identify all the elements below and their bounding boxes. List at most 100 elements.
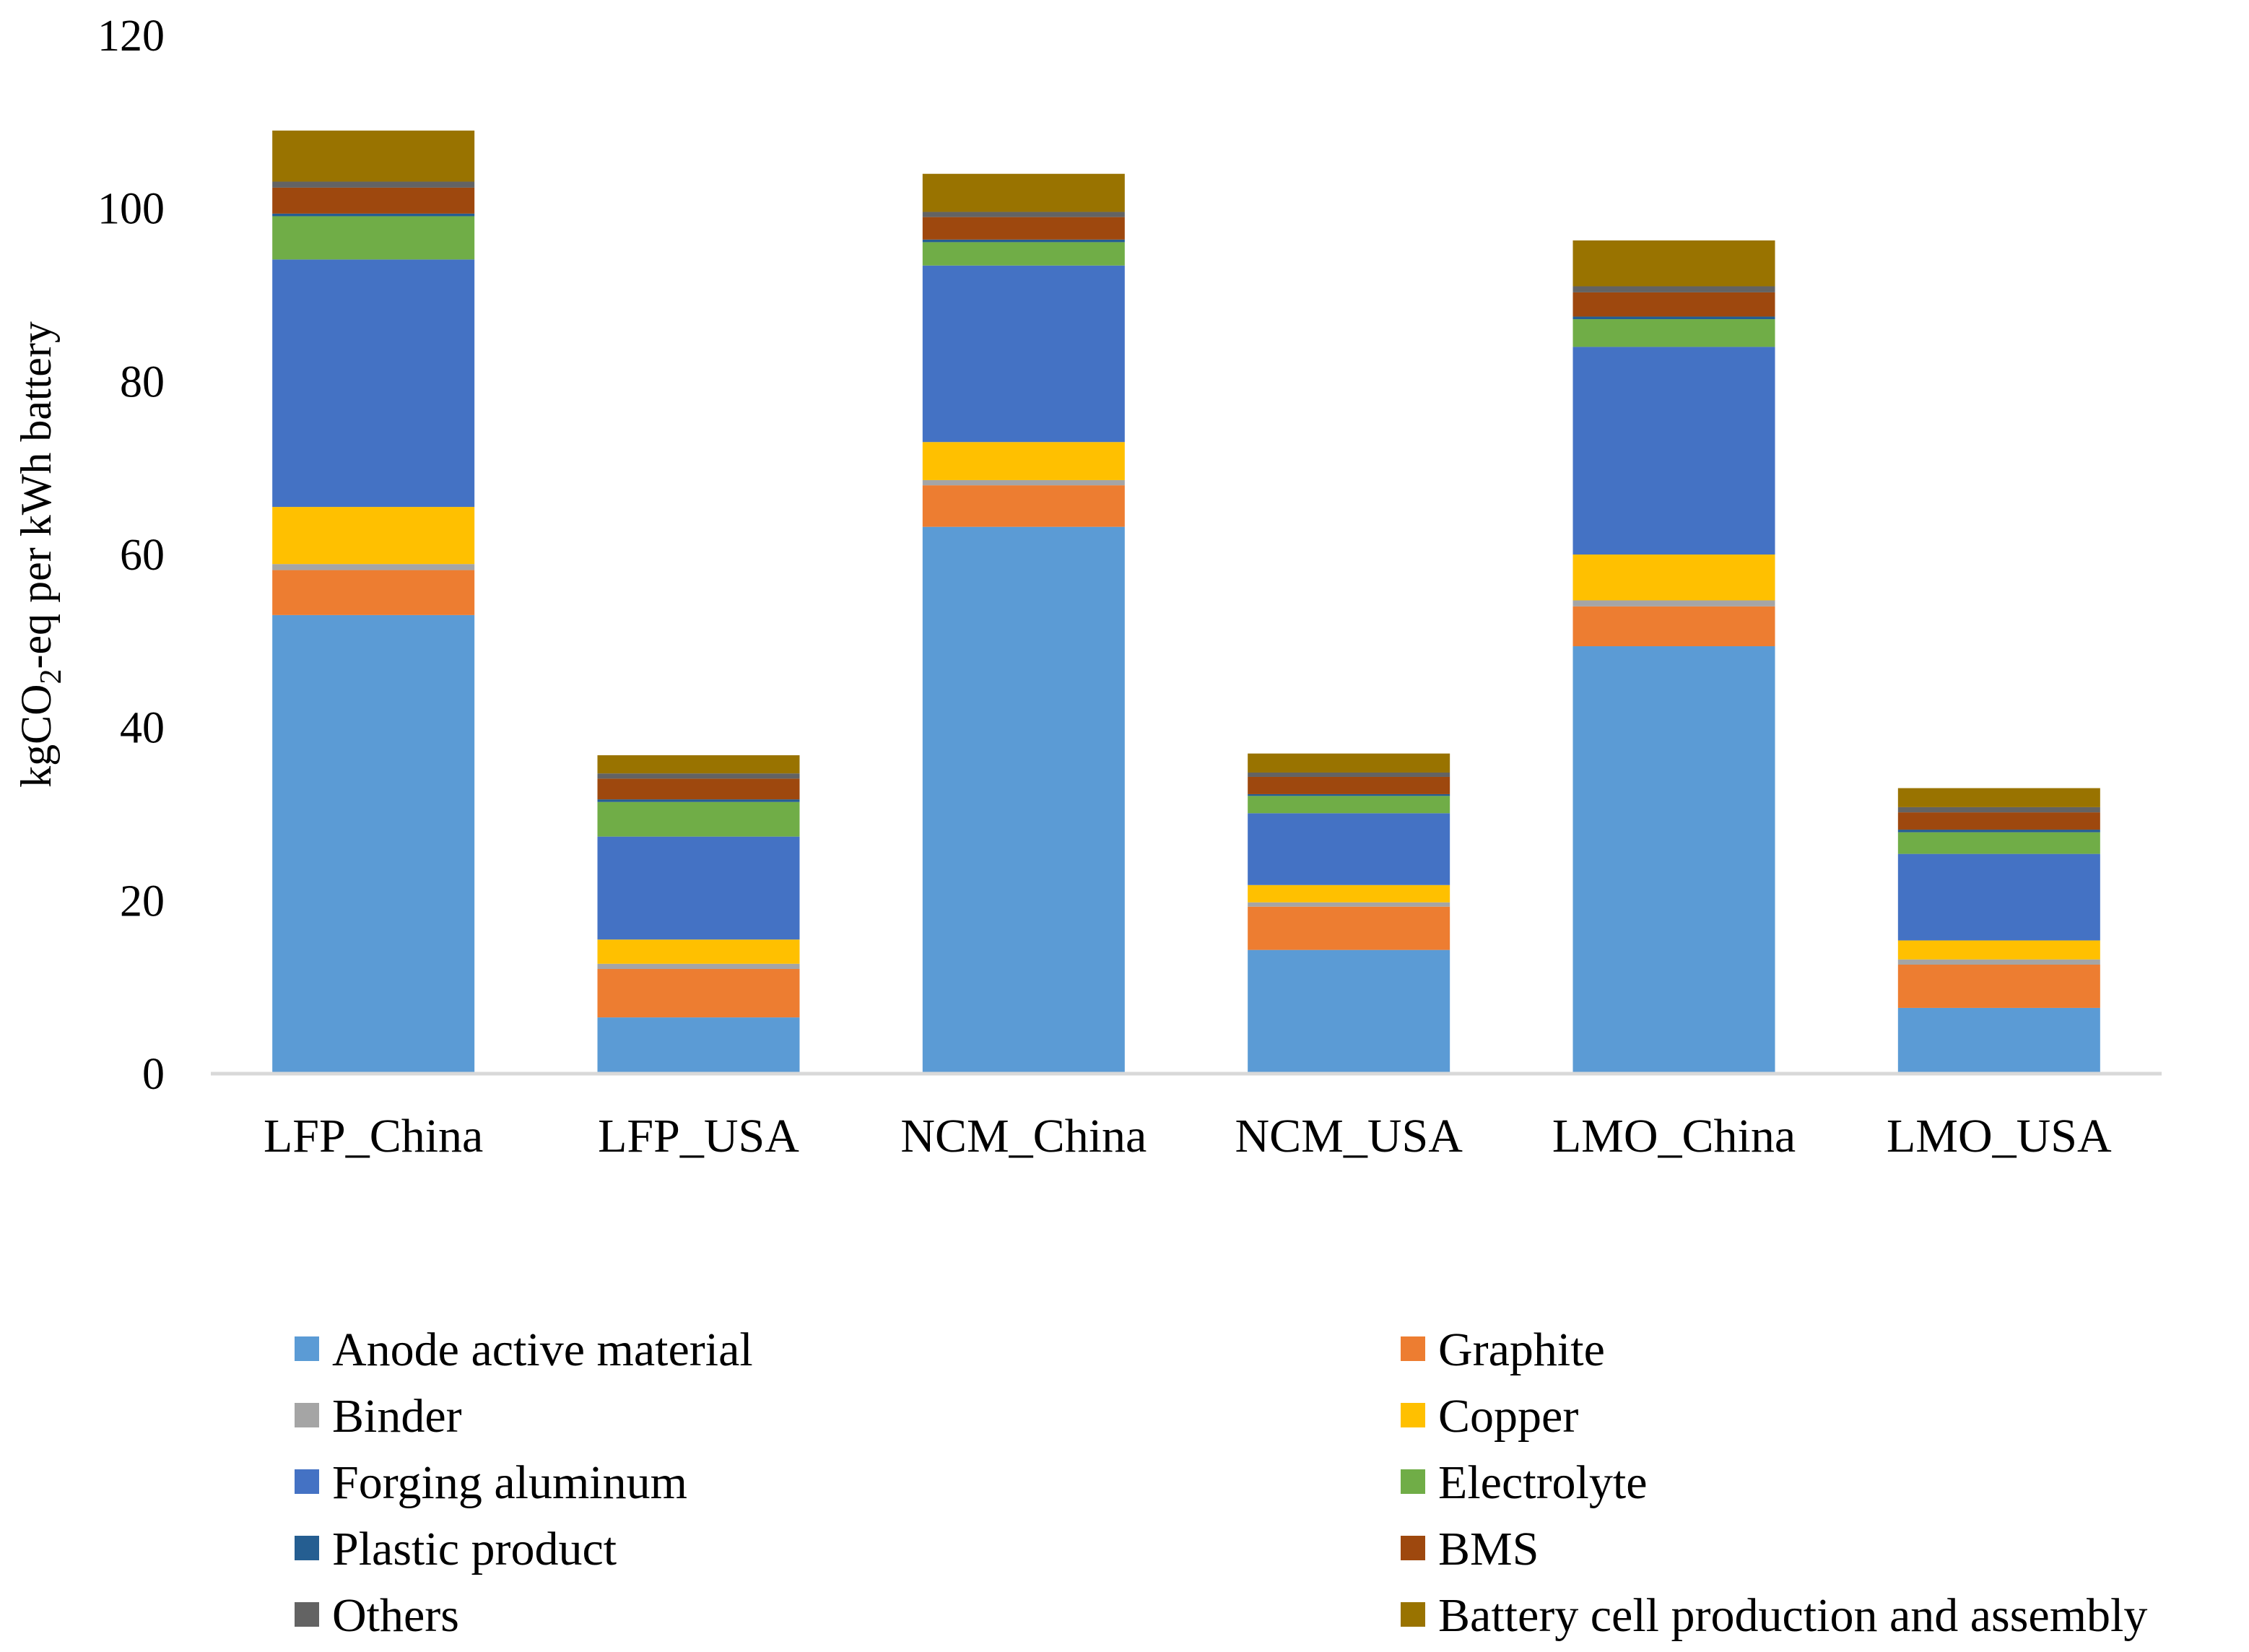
bar-segment	[272, 570, 475, 615]
bar-segment	[272, 614, 475, 1074]
y-tick-label: 120	[97, 12, 165, 61]
bars	[272, 130, 2100, 1074]
legend: Anode active material Graphite Binder Coppe…	[295, 1323, 2147, 1642]
bar-segment	[1248, 776, 1450, 794]
x-category-label: NCM_China	[900, 1110, 1147, 1162]
bar-segment	[597, 836, 800, 940]
bar-segment	[597, 778, 800, 800]
legend-item: BMS	[1401, 1523, 1539, 1575]
legend-swatch	[295, 1403, 319, 1427]
y-tick-label: 80	[120, 357, 165, 407]
legend-swatch	[1401, 1602, 1425, 1627]
bar-segment	[1897, 959, 2100, 965]
legend-item: Graphite	[1401, 1323, 1605, 1376]
legend-item: Anode active material	[295, 1323, 753, 1376]
bar-segment	[922, 479, 1125, 486]
bar-segment	[1248, 902, 1450, 907]
legend-swatch	[1401, 1336, 1425, 1361]
bar-segment	[1572, 292, 1775, 317]
bar-segment	[597, 773, 800, 779]
legend-swatch	[295, 1602, 319, 1627]
legend-swatch	[1401, 1403, 1425, 1427]
y-axis-ticks: 0 20 40 60 80 100 120	[97, 12, 165, 1099]
bar-segment	[597, 1017, 800, 1074]
bar-segment	[922, 173, 1125, 212]
bar-segment	[1248, 772, 1450, 777]
y-tick-label: 40	[120, 704, 165, 753]
bar-segment	[1572, 286, 1775, 292]
bar-segment	[922, 212, 1125, 217]
bar-segment	[1572, 316, 1775, 320]
bar-segment	[1248, 794, 1450, 796]
legend-swatch	[1401, 1469, 1425, 1494]
bar-segment	[922, 239, 1125, 243]
bar-segment	[597, 799, 800, 802]
x-axis-category-labels: LFP_China LFP_USA NCM_China NCM_USA LMO_Chin…	[264, 1110, 2112, 1162]
bar-segment	[1572, 240, 1775, 287]
x-category-label: LMO_USA	[1887, 1110, 2112, 1162]
bar-segment	[922, 217, 1125, 240]
legend-swatch	[295, 1336, 319, 1361]
legend-label: Copper	[1438, 1390, 1578, 1443]
bar-segment	[272, 216, 475, 260]
legend-item: Electrolyte	[1401, 1456, 1648, 1509]
x-category-label: LMO_China	[1552, 1110, 1796, 1162]
bar-segment	[1897, 812, 2100, 830]
bar-segment	[1248, 813, 1450, 885]
bar-segment	[1897, 1007, 2100, 1074]
bar-segment	[1897, 965, 2100, 1008]
bar-segment	[1897, 940, 2100, 960]
bar-stack-NCM_China	[922, 173, 1125, 1074]
bar-stack-LFP_China	[272, 130, 475, 1074]
bar-stack-LMO_USA	[1897, 788, 2100, 1074]
bar-segment	[1897, 788, 2100, 807]
x-category-label: LFP_China	[264, 1110, 483, 1162]
bar-segment	[922, 526, 1125, 1074]
bar-stack-LFP_USA	[597, 755, 800, 1074]
bar-segment	[597, 755, 800, 774]
legend-label: Electrolyte	[1438, 1456, 1648, 1509]
x-category-label: NCM_USA	[1235, 1110, 1463, 1162]
bar-segment	[1572, 606, 1775, 647]
bar-segment	[1248, 884, 1450, 903]
legend-item: Copper	[1401, 1390, 1578, 1443]
y-tick-label: 60	[120, 531, 165, 580]
bar-segment	[597, 969, 800, 1018]
bar-segment	[597, 939, 800, 964]
bar-segment	[1248, 796, 1450, 814]
bar-segment	[597, 801, 800, 837]
legend-label: Forging aluminum	[332, 1456, 687, 1509]
bar-segment	[1572, 555, 1775, 601]
legend-label: Battery cell production and assembly	[1438, 1589, 2147, 1642]
bar-segment	[272, 213, 475, 217]
y-axis-title: kgCO2-eq per kWh battery	[12, 321, 68, 788]
bar-segment	[272, 507, 475, 565]
bar-segment	[272, 259, 475, 508]
legend-item: Plastic product	[295, 1523, 617, 1575]
legend-label: Graphite	[1438, 1323, 1605, 1376]
bar-segment	[922, 485, 1125, 527]
bar-segment	[1248, 949, 1450, 1074]
bar-segment	[1572, 347, 1775, 555]
bar-segment	[272, 187, 475, 214]
legend-label: Anode active material	[332, 1323, 753, 1376]
bar-segment	[922, 442, 1125, 480]
bar-segment	[1897, 807, 2100, 813]
bar-segment	[1572, 646, 1775, 1074]
bar-segment	[922, 242, 1125, 266]
legend-swatch	[295, 1536, 319, 1560]
legend-item: Battery cell production and assembly	[1401, 1589, 2147, 1642]
bar-segment	[1248, 906, 1450, 950]
legend-label: Others	[332, 1589, 459, 1642]
bar-segment	[1572, 319, 1775, 347]
bar-segment	[597, 963, 800, 970]
bar-segment	[1897, 830, 2100, 832]
y-axis-label: kgCO2-eq per kWh battery	[12, 321, 68, 788]
bar-stack-NCM_USA	[1248, 753, 1450, 1074]
bar-segment	[1248, 753, 1450, 773]
bar-segment	[272, 181, 475, 188]
legend-label: BMS	[1438, 1523, 1539, 1575]
legend-item: Others	[295, 1589, 459, 1642]
legend-item: Binder	[295, 1390, 462, 1443]
